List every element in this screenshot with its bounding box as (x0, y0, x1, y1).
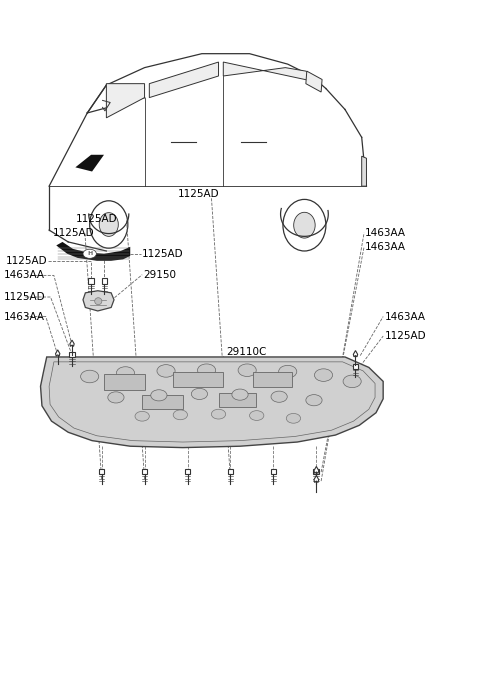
Text: 1463AA: 1463AA (4, 270, 45, 281)
Text: 1125AD: 1125AD (384, 331, 426, 341)
Bar (228, 468, 233, 474)
Ellipse shape (232, 389, 248, 400)
Bar (173, 372, 223, 387)
Text: 1125AD: 1125AD (142, 248, 184, 259)
Ellipse shape (192, 389, 207, 400)
Text: 1125AD: 1125AD (75, 214, 117, 224)
Text: 1463AA: 1463AA (365, 241, 406, 252)
Ellipse shape (173, 410, 188, 420)
Ellipse shape (198, 364, 216, 377)
Bar (253, 372, 292, 387)
Text: 1463AA: 1463AA (384, 312, 426, 321)
Bar (99, 468, 105, 474)
Bar (185, 468, 191, 474)
Ellipse shape (271, 391, 287, 402)
Ellipse shape (286, 414, 300, 424)
Ellipse shape (283, 199, 326, 251)
Ellipse shape (250, 411, 264, 421)
Text: 29110C: 29110C (227, 347, 267, 357)
Bar (142, 468, 147, 474)
Bar (88, 278, 94, 284)
Ellipse shape (157, 365, 175, 377)
Polygon shape (75, 155, 104, 172)
Ellipse shape (211, 410, 226, 419)
Text: 1463AA: 1463AA (4, 312, 45, 321)
Polygon shape (107, 84, 144, 118)
Ellipse shape (81, 370, 99, 383)
Text: 1125AD: 1125AD (6, 256, 48, 266)
Ellipse shape (135, 412, 149, 421)
Polygon shape (223, 62, 321, 83)
Bar (353, 363, 358, 368)
Text: 1125AD: 1125AD (53, 228, 95, 238)
Polygon shape (40, 357, 383, 447)
Ellipse shape (294, 212, 315, 238)
Text: 29150: 29150 (144, 270, 177, 280)
Polygon shape (314, 466, 319, 473)
Ellipse shape (279, 365, 297, 378)
Polygon shape (306, 71, 322, 92)
Bar (70, 352, 74, 358)
Ellipse shape (90, 201, 128, 248)
Polygon shape (56, 242, 130, 261)
Ellipse shape (108, 392, 124, 403)
Ellipse shape (99, 213, 118, 237)
Polygon shape (353, 351, 358, 357)
Bar (104, 374, 144, 390)
Bar (102, 278, 108, 284)
Text: 1125AD: 1125AD (4, 292, 46, 302)
Polygon shape (362, 156, 366, 186)
Polygon shape (314, 475, 319, 482)
Bar (271, 468, 276, 474)
Text: 1463AA: 1463AA (365, 228, 406, 238)
Ellipse shape (238, 364, 256, 377)
Bar (142, 395, 183, 409)
Ellipse shape (306, 395, 322, 406)
Ellipse shape (83, 249, 96, 258)
Polygon shape (56, 350, 60, 356)
Text: 1125AD: 1125AD (178, 189, 219, 199)
Ellipse shape (95, 298, 102, 304)
Bar (218, 393, 256, 407)
Ellipse shape (343, 375, 361, 388)
Ellipse shape (116, 367, 134, 379)
Ellipse shape (314, 369, 333, 382)
Text: H: H (87, 251, 92, 256)
Bar (313, 468, 319, 474)
Polygon shape (83, 290, 114, 311)
Ellipse shape (151, 390, 167, 401)
Polygon shape (70, 340, 74, 346)
Polygon shape (149, 62, 218, 97)
